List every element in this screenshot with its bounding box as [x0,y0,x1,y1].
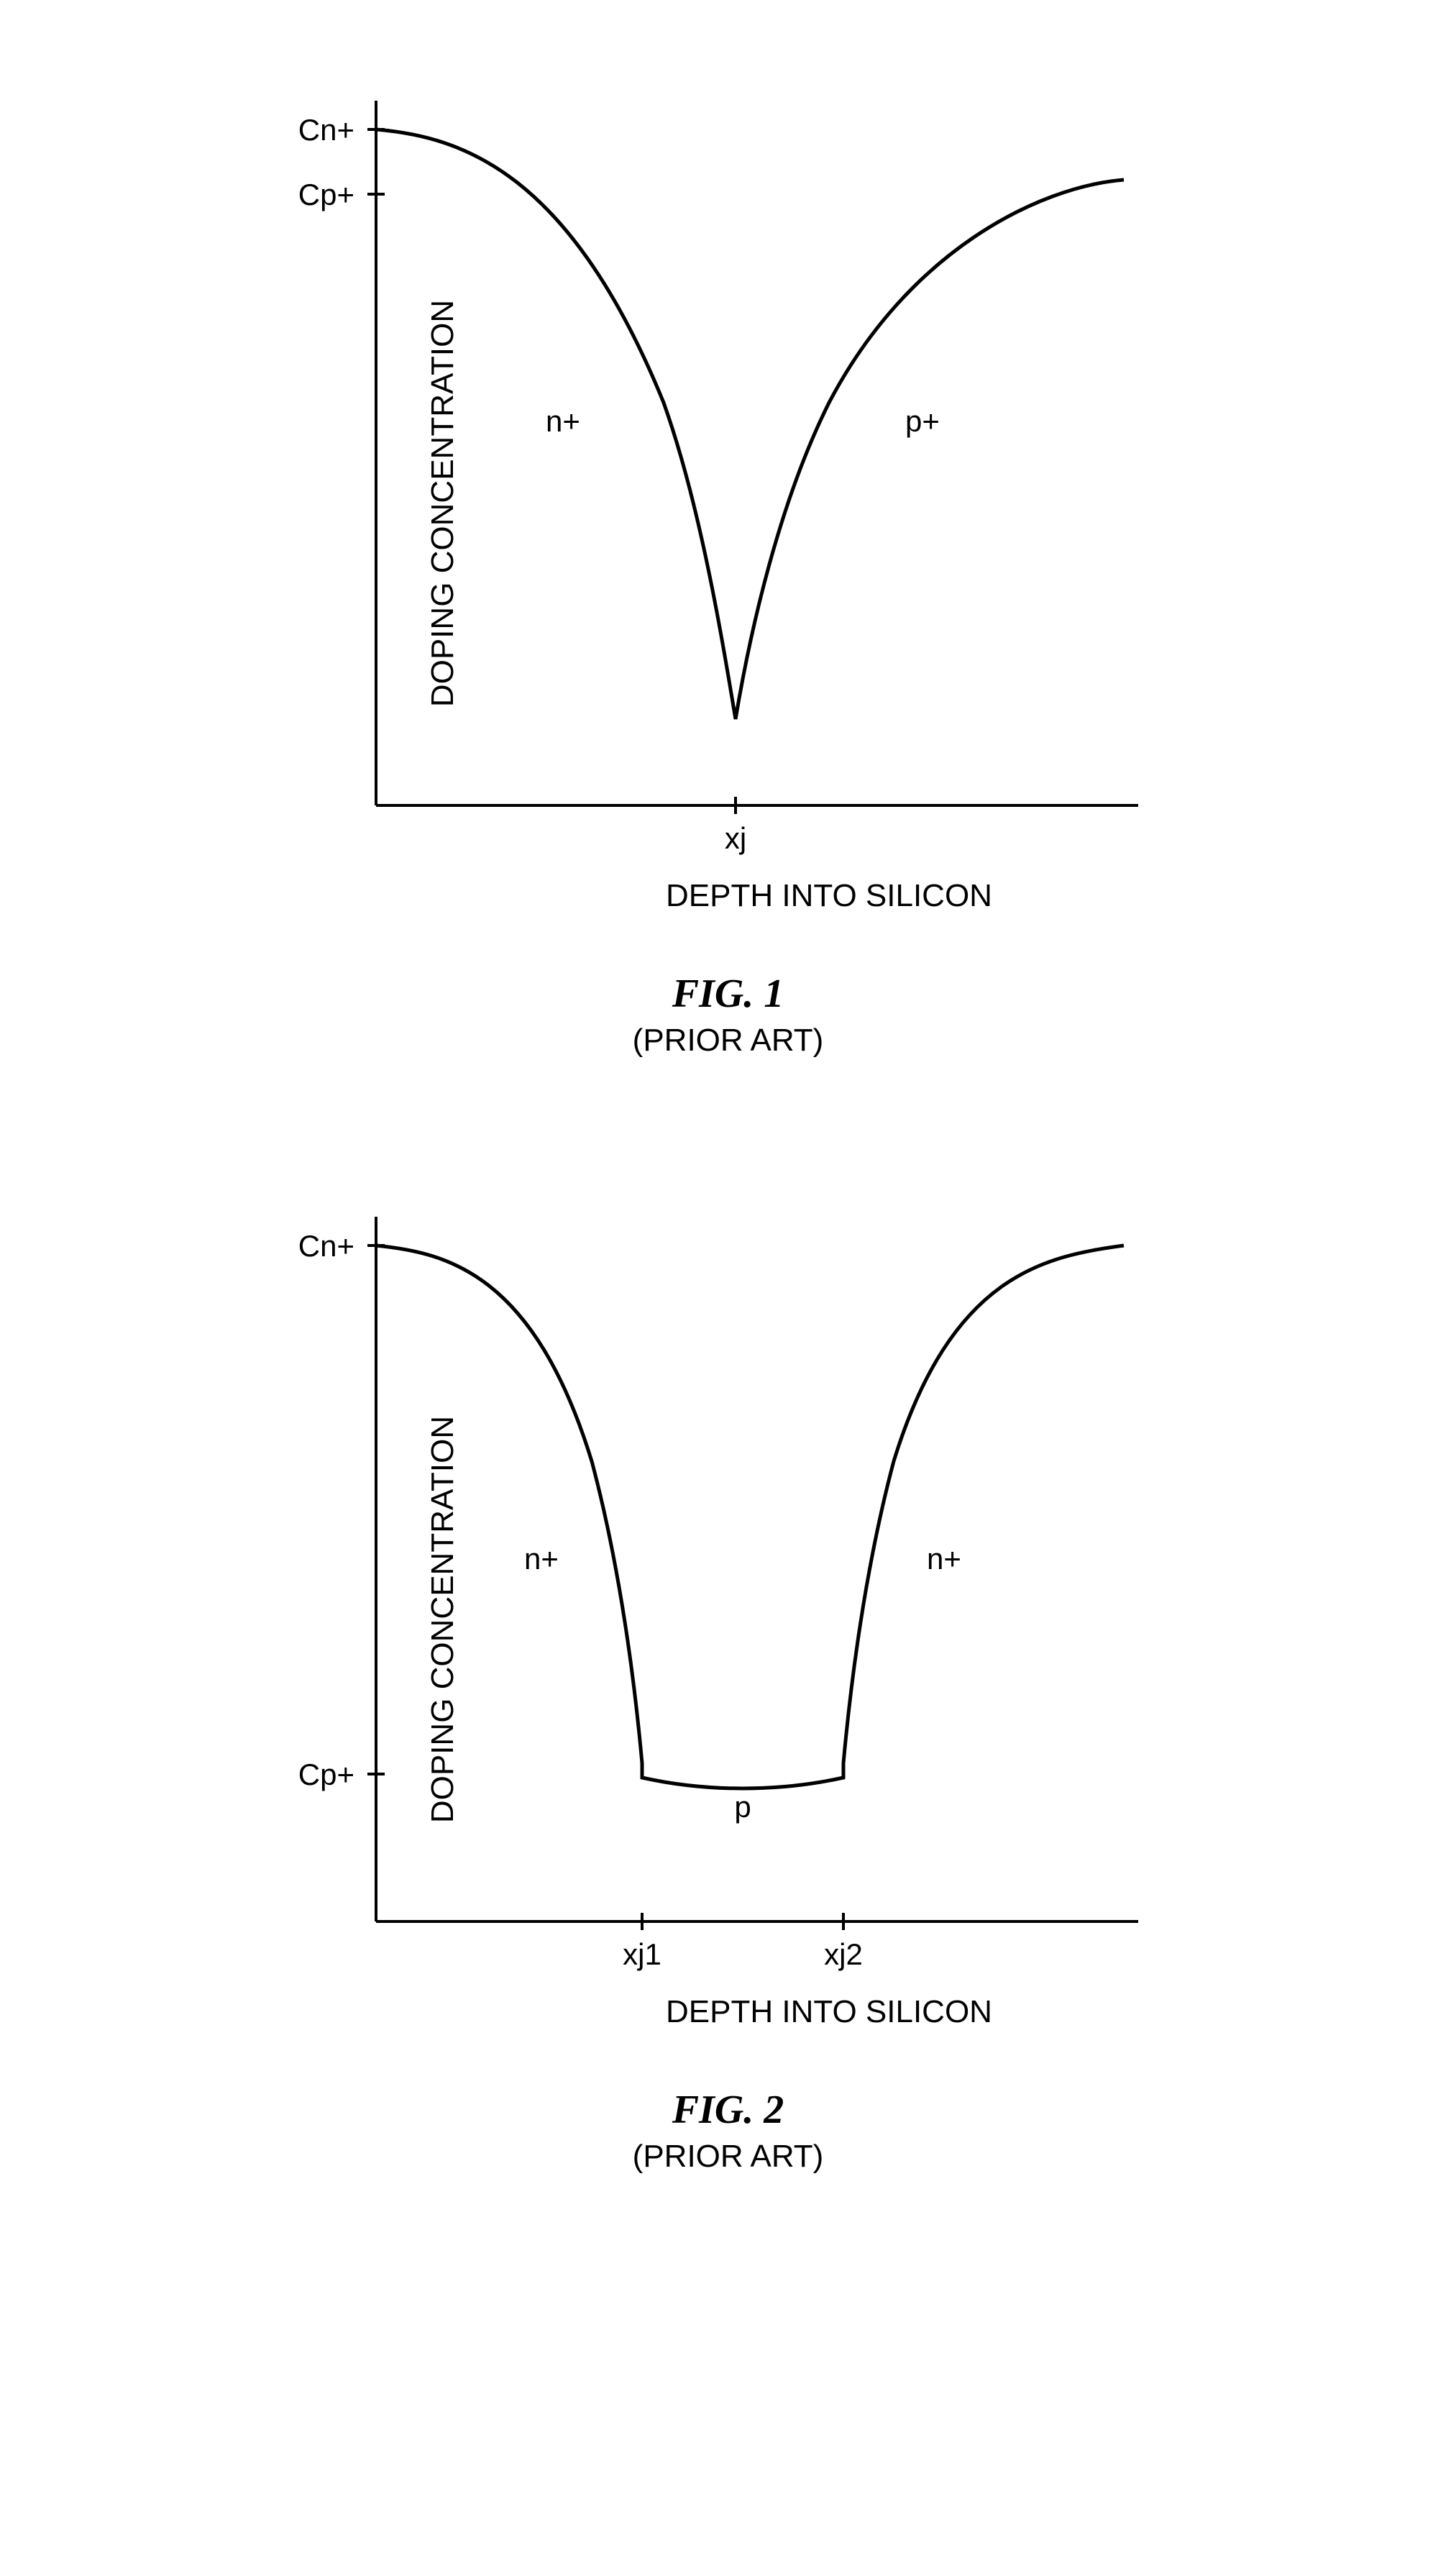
fig2-svg: Cn+ Cp+ xj1 xj2 n+ p n+ DEPTH INTO SILIC… [261,1188,1196,2051]
fig1-x-axis-label: DEPTH INTO SILICON [666,878,992,913]
fig2-title: FIG. 2 [633,2087,824,2133]
fig1-svg: Cn+ Cp+ xj n+ p+ DEPTH INTO SILICON [261,72,1196,935]
fig1-ytick-cn: Cn+ [298,113,384,147]
fig1-y-axis-label: DOPING CONCENTRATION [425,300,461,707]
svg-text:Cp+: Cp+ [298,1758,354,1791]
fig2-chart-area: DOPING CONCENTRATION Cn+ Cp+ xj1 [261,1188,1196,2051]
fig1-region-nplus: n+ [546,404,580,438]
fig2-y-axis-label: DOPING CONCENTRATION [425,1416,461,1823]
fig1-chart-area: DOPING CONCENTRATION Cn+ Cp+ xj [261,72,1196,935]
svg-text:Cn+: Cn+ [298,1229,354,1263]
fig2-curve [376,1245,1124,1788]
figure-1: DOPING CONCENTRATION Cn+ Cp+ xj [144,72,1312,1059]
svg-text:Cn+: Cn+ [298,113,354,147]
fig1-axes [376,101,1138,805]
fig1-subtitle: (PRIOR ART) [633,1023,824,1059]
fig1-curve [376,129,1124,719]
fig1-ytick-cp: Cp+ [298,178,384,211]
fig2-x-axis-label: DEPTH INTO SILICON [666,1994,992,2029]
fig2-ytick-cn: Cn+ [298,1229,384,1263]
svg-text:xj2: xj2 [824,1937,863,1971]
svg-text:xj: xj [724,821,746,855]
figure-2: DOPING CONCENTRATION Cn+ Cp+ xj1 [144,1188,1312,2175]
fig2-caption: FIG. 2 (PRIOR ART) [633,2087,824,2175]
svg-text:Cp+: Cp+ [298,178,354,211]
fig1-title: FIG. 1 [633,971,824,1017]
fig2-axes [376,1217,1138,1921]
fig2-subtitle: (PRIOR ART) [633,2139,824,2175]
fig2-region-nplus-left: n+ [524,1542,559,1576]
fig2-ytick-cp: Cp+ [298,1758,384,1791]
fig2-region-p: p [734,1790,751,1824]
fig1-caption: FIG. 1 (PRIOR ART) [633,971,824,1059]
fig2-region-nplus-right: n+ [927,1542,961,1576]
svg-text:xj1: xj1 [623,1937,661,1971]
fig1-region-pplus: p+ [905,404,940,438]
